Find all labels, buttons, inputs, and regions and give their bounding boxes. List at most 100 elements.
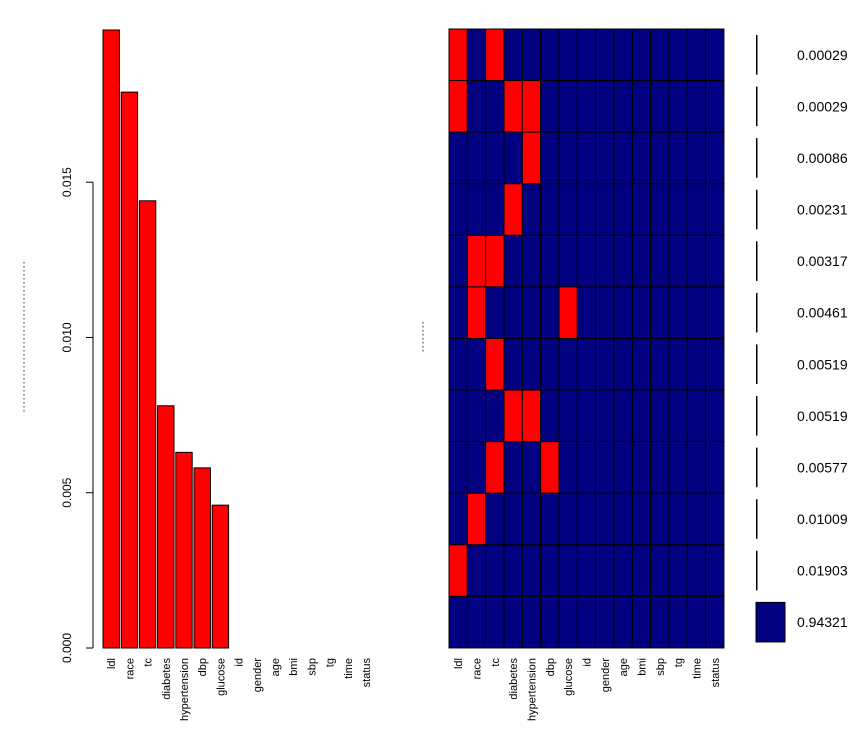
heatmap-column-label: age	[618, 658, 630, 676]
heatmap-cell	[668, 441, 688, 494]
heatmap-cell	[448, 234, 468, 288]
heatmap-cell	[668, 183, 688, 236]
heatmap-cell	[613, 80, 633, 133]
heatmap-cell	[631, 595, 652, 649]
heatmap-cell	[595, 286, 615, 339]
heatmap-column-label: status	[710, 658, 722, 688]
heatmap-cell	[576, 544, 597, 597]
pattern-proportion-label: 0.00577	[797, 459, 848, 475]
proportion-indicator-bar	[756, 447, 758, 488]
heatmap-cell	[485, 131, 505, 185]
bar-diabetes	[157, 405, 175, 649]
heatmap-cell	[705, 389, 725, 443]
x-tick-label: sbp	[306, 658, 318, 676]
heatmap-column-label: diabetes	[508, 658, 520, 700]
heatmap-cell	[631, 389, 652, 443]
heatmap-cell	[576, 183, 597, 236]
proportion-indicator-bar	[756, 241, 758, 281]
heatmap-cell	[503, 595, 523, 649]
heatmap-cell	[466, 595, 487, 649]
heatmap-cell	[485, 441, 505, 494]
y-tick-label: 0.010	[60, 322, 74, 352]
heatmap-cell	[448, 80, 468, 133]
heatmap-cell	[540, 286, 560, 339]
heatmap-cell	[576, 286, 597, 339]
heatmap-cell	[466, 183, 487, 236]
y-tick-label: 0.015	[60, 167, 74, 197]
heatmap-cell	[466, 286, 487, 339]
heatmap-cell	[503, 183, 523, 236]
heatmap-cell	[668, 595, 688, 649]
heatmap-cell	[466, 131, 487, 185]
heatmap-cell	[558, 28, 578, 82]
heatmap-cell	[650, 544, 670, 597]
heatmap-cell	[485, 286, 505, 339]
heatmap-cell	[558, 183, 578, 236]
heatmap-cell	[650, 492, 670, 546]
heatmap-cell	[448, 595, 468, 649]
heatmap-cell	[466, 28, 487, 82]
heatmap-cell	[485, 234, 505, 288]
proportion-indicator-bar	[756, 86, 758, 127]
heatmap-cell	[668, 286, 688, 339]
heatmap-cell	[595, 337, 615, 391]
heatmap-cell	[503, 337, 523, 391]
proportion-indicator-bar	[756, 138, 758, 178]
heatmap-cell	[595, 80, 615, 133]
bar-ldl	[102, 29, 120, 649]
heatmap-cell	[448, 131, 468, 185]
heatmap-cell	[650, 441, 670, 494]
heatmap-cell	[503, 80, 523, 133]
heatmap-cell	[540, 544, 560, 597]
heatmap-cell	[650, 183, 670, 236]
heatmap-cell	[576, 80, 597, 133]
x-tick-label: status	[361, 658, 373, 688]
pattern-proportion-label: 0.00317	[797, 253, 848, 269]
heatmap-cell	[631, 234, 652, 288]
heatmap-column-label: dbp	[545, 658, 557, 676]
heatmap-cell	[686, 492, 707, 546]
heatmap-cell	[595, 544, 615, 597]
heatmap-cell	[540, 492, 560, 546]
heatmap-cell	[558, 234, 578, 288]
heatmap-cell	[558, 337, 578, 391]
bar-glucose	[211, 504, 230, 649]
heatmap-cell	[521, 389, 542, 443]
heatmap-cell	[558, 595, 578, 649]
heatmap-cell	[503, 492, 523, 546]
heatmap-column-label: glucose	[563, 658, 575, 696]
heatmap-cell	[686, 337, 707, 391]
x-tick-label: time	[343, 658, 355, 679]
heatmap-cell	[540, 131, 560, 185]
heatmap-cell	[631, 337, 652, 391]
heatmap-cell	[521, 80, 542, 133]
x-tick-label: hypertension	[179, 658, 191, 721]
heatmap-cell	[521, 337, 542, 391]
heatmap-cell	[650, 80, 670, 133]
x-tick-label: race	[124, 658, 136, 679]
proportion-indicator-bar	[756, 499, 758, 539]
heatmap-cell	[686, 80, 707, 133]
heatmap-cell	[485, 544, 505, 597]
heatmap-cell	[503, 28, 523, 82]
heatmap-cell	[705, 595, 725, 649]
bar-hypertension	[175, 451, 193, 649]
bar-dbp	[193, 467, 211, 649]
heatmap-cell	[686, 595, 707, 649]
heatmap-cell	[668, 492, 688, 546]
heatmap-cell	[650, 337, 670, 391]
heatmap-cell	[595, 131, 615, 185]
heatmap-cell	[540, 183, 560, 236]
heatmap-cell	[613, 441, 633, 494]
heatmap-cell	[595, 28, 615, 82]
heatmap-cell	[485, 80, 505, 133]
heatmap-cell	[448, 337, 468, 391]
heatmap-cell	[558, 492, 578, 546]
heatmap-cell	[631, 28, 652, 82]
proportion-indicator-bar	[756, 189, 758, 230]
pattern-proportion-label: 0.00461	[797, 305, 848, 321]
heatmap-cell	[613, 234, 633, 288]
heatmap-cell	[466, 544, 487, 597]
pattern-proportion-label: 0.01009	[797, 511, 848, 527]
